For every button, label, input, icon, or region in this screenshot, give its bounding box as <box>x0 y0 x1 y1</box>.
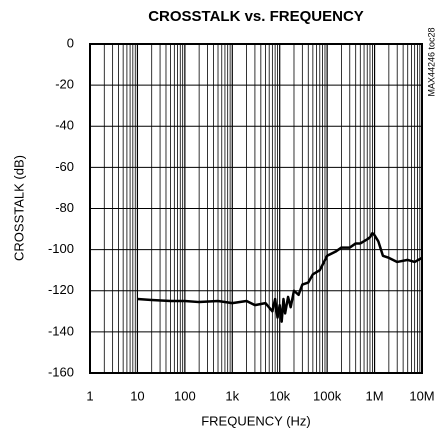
y-tick-label: -40 <box>55 118 74 133</box>
x-tick-label: 1k <box>225 388 239 403</box>
y-tick-label: -140 <box>48 323 74 338</box>
chart-title: CROSSTALK vs. FREQUENCY <box>148 8 364 25</box>
y-tick-label: -80 <box>55 200 74 215</box>
data-line <box>137 231 423 323</box>
x-tick-label: 100 <box>174 388 196 403</box>
x-tick-label: 100k <box>313 388 342 403</box>
y-tick-label: -160 <box>48 364 74 379</box>
x-tick-label: 10k <box>269 388 290 403</box>
y-axis-label: CROSSTALK (dB) <box>11 155 26 261</box>
y-tick-label: 0 <box>67 35 74 50</box>
x-tick-label: 1M <box>366 388 384 403</box>
y-tick-label: -120 <box>48 282 74 297</box>
y-tick-label: -20 <box>55 77 74 92</box>
x-tick-label: 1 <box>86 388 93 403</box>
x-tick-label: 10M <box>409 388 434 403</box>
figure-note: MAX44246 toc28 <box>426 27 436 96</box>
y-tick-label: -100 <box>48 241 74 256</box>
x-axis-label: FREQUENCY (Hz) <box>201 413 311 428</box>
x-tick-label: 10 <box>130 388 144 403</box>
plot-frame <box>89 43 423 374</box>
y-tick-label: -60 <box>55 159 74 174</box>
